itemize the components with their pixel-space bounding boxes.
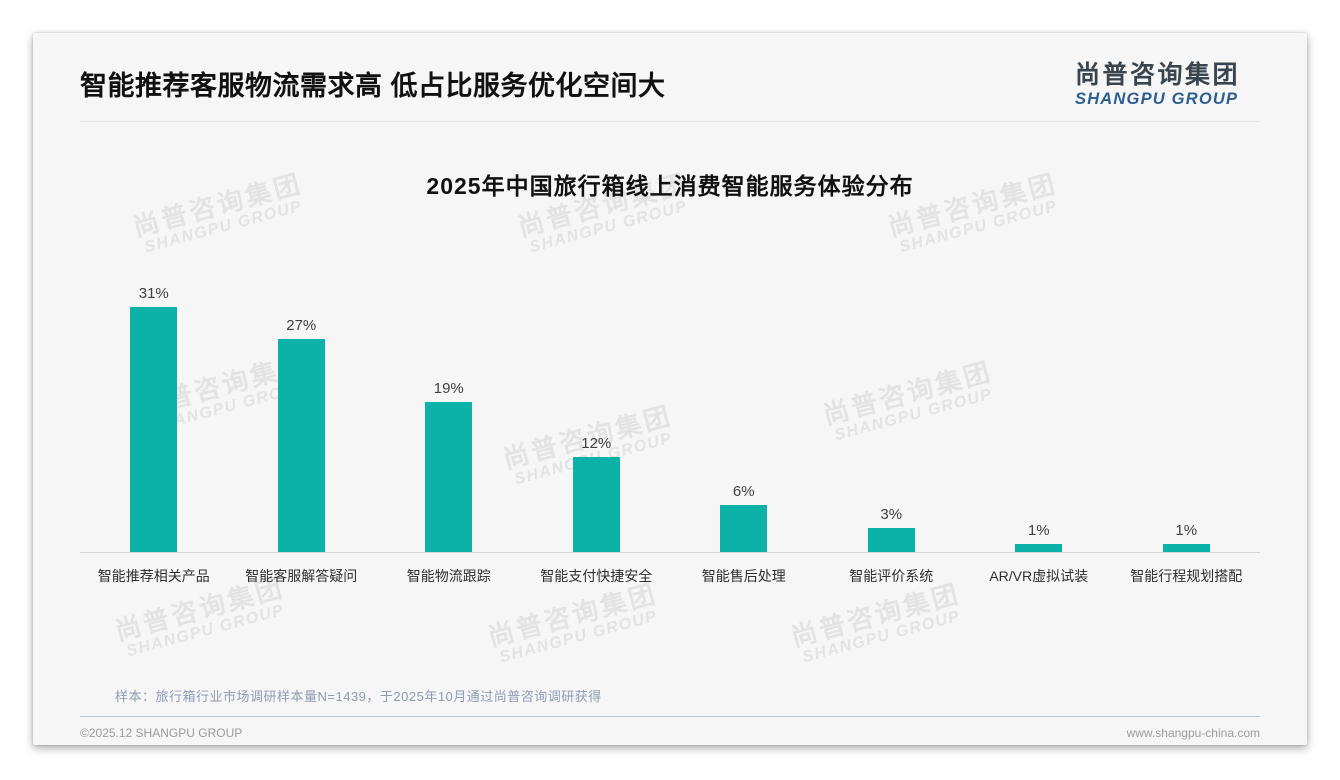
shangpu-logo: 尚普咨询集团 SHANGPU GROUP bbox=[1075, 61, 1240, 109]
bar bbox=[720, 504, 768, 552]
sample-note: 样本：旅行箱行业市场调研样本量N=1439，于2025年10月通过尚普咨询调研获… bbox=[115, 688, 602, 704]
bar bbox=[277, 338, 325, 552]
footer-divider bbox=[80, 715, 1260, 717]
bar-value-label: 3% bbox=[880, 505, 903, 523]
category-label: 智能推荐相关产品 bbox=[97, 567, 210, 584]
bar-slot: 19% bbox=[375, 380, 523, 552]
bar bbox=[572, 456, 620, 552]
bar-chart-plot: 31% 27% 19% 12% 6% 3% 1% 1% bbox=[80, 201, 1260, 553]
bar-chart-categories: 智能推荐相关产品 智能客服解答疑问 智能物流跟踪 智能支付快捷安全 智能售后处理 智能评价… bbox=[80, 553, 1260, 586]
chart-title: 2025年中国旅行箱线上消费智能服务体验分布 bbox=[426, 172, 914, 199]
page-title: 智能推荐客服物流需求高 低占比服务优化空间大 bbox=[80, 71, 666, 101]
bar-value-label: 6% bbox=[732, 482, 755, 500]
header-divider bbox=[80, 120, 1260, 122]
category-label: 智能售后处理 bbox=[701, 567, 786, 584]
bar-slot: 31% bbox=[80, 285, 228, 552]
bar-slot: 1% bbox=[1113, 522, 1261, 552]
bar-value-label: 19% bbox=[433, 379, 464, 397]
report-card: 尚普咨询集团 SHANGPU GROUP 尚普咨询集团 SHANGPU GROUP 尚普… bbox=[33, 33, 1307, 745]
bar-value-label: 12% bbox=[581, 434, 612, 452]
logo-name-en: SHANGPU GROUP bbox=[1074, 89, 1239, 108]
bar-value-label: 1% bbox=[1175, 521, 1198, 539]
category-label: 智能支付快捷安全 bbox=[540, 567, 653, 584]
footer: ©2025.12 SHANGPU GROUP www.shangpu-china… bbox=[80, 717, 1260, 740]
category-label: AR/VR虚拟试装 bbox=[989, 567, 1089, 584]
bar bbox=[130, 306, 178, 552]
bar-slot: 3% bbox=[818, 506, 966, 552]
category-label: 智能物流跟踪 bbox=[406, 567, 491, 584]
bar bbox=[867, 527, 915, 552]
logo-name-cn: 尚普咨询集团 bbox=[1074, 61, 1240, 89]
bar bbox=[1162, 543, 1210, 552]
header: 智能推荐客服物流需求高 低占比服务优化空间大 尚普咨询集团 SHANGPU GR… bbox=[80, 33, 1260, 109]
bar bbox=[1015, 543, 1063, 552]
category-label: 智能客服解答疑问 bbox=[245, 567, 358, 584]
bar-slot: 27% bbox=[228, 317, 376, 552]
category-label: 智能评价系统 bbox=[849, 567, 934, 584]
bar-value-label: 27% bbox=[286, 316, 317, 334]
bar-slot: 1% bbox=[965, 522, 1113, 552]
bar-slot: 12% bbox=[523, 435, 671, 552]
website-text: www.shangpu-china.com bbox=[1126, 725, 1260, 740]
bar-slot: 6% bbox=[670, 483, 818, 552]
bar bbox=[425, 401, 473, 552]
bar-value-label: 31% bbox=[138, 284, 169, 302]
copyright-text: ©2025.12 SHANGPU GROUP bbox=[80, 725, 243, 740]
bar-value-label: 1% bbox=[1027, 521, 1050, 539]
category-label: 智能行程规划搭配 bbox=[1130, 567, 1243, 584]
